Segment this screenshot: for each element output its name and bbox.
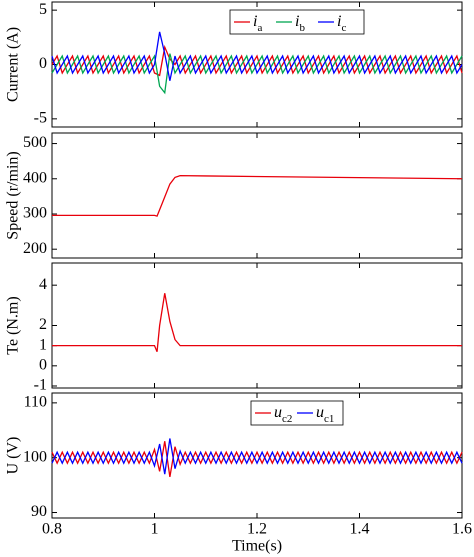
x-tick-label: 1.4: [350, 521, 370, 538]
y-tick-label: 500: [23, 134, 47, 151]
plot-frame: [51, 132, 463, 259]
y-tick-label: -5: [34, 110, 47, 127]
y-tick-label: 400: [23, 169, 47, 186]
x-tick-label: 1: [151, 521, 159, 538]
x-tick-label: 0.8: [42, 521, 62, 538]
y-tick-label: 0: [39, 356, 47, 373]
y-tick-label: 200: [23, 240, 47, 257]
data-line: [51, 438, 463, 475]
legend-box: [229, 9, 365, 35]
data-line: [52, 293, 462, 352]
legend-label: ia: [253, 13, 262, 34]
y-tick-label: 0: [39, 55, 47, 72]
plot-frame: [51, 262, 463, 389]
y-tick-label: 110: [24, 394, 47, 411]
y-tick-label: -1: [34, 377, 47, 394]
y-tick-label: 1: [39, 336, 47, 353]
x-axis-label: Time(s): [232, 538, 282, 555]
data-line: [51, 31, 463, 81]
legend-label: ic: [337, 13, 346, 34]
data-line: [52, 174, 463, 217]
y-tick-label: 300: [23, 205, 47, 222]
legend-label: uc1: [316, 404, 334, 425]
y-tick-label: 100: [23, 448, 47, 465]
x-tick-label: 1.6: [452, 521, 472, 538]
y-axis-label: Te (N.m): [5, 296, 22, 354]
y-tick-label: 4: [39, 276, 47, 293]
y-tick-label: 5: [39, 1, 47, 18]
y-axis-label: Current (A): [5, 27, 22, 102]
y-axis-label: U (V): [5, 437, 22, 475]
x-tick-label: 1.2: [247, 521, 267, 538]
data-line: [51, 441, 463, 477]
y-tick-label: 2: [39, 316, 47, 333]
legend-label: ib: [295, 13, 305, 34]
legend-label: uc2: [274, 404, 292, 425]
y-tick-label: 90: [31, 503, 47, 520]
y-axis-label: Speed (r/min): [5, 151, 22, 239]
